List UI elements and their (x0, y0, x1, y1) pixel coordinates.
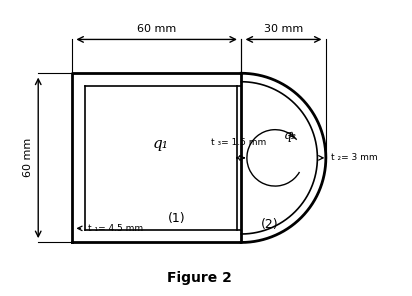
Text: Figure 2: Figure 2 (166, 271, 232, 285)
Text: (1): (1) (168, 212, 186, 225)
Text: 60 mm: 60 mm (23, 138, 33, 178)
Text: t ₁= 4.5 mm: t ₁= 4.5 mm (88, 224, 143, 233)
Text: q₁: q₁ (153, 137, 169, 151)
Text: t ₃= 1.5 mm: t ₃= 1.5 mm (211, 138, 266, 147)
Text: q₂: q₂ (283, 129, 297, 142)
Text: (2): (2) (261, 218, 278, 231)
Text: 30 mm: 30 mm (264, 24, 303, 34)
Text: t ₂= 3 mm: t ₂= 3 mm (332, 153, 378, 163)
Text: 60 mm: 60 mm (137, 24, 176, 34)
